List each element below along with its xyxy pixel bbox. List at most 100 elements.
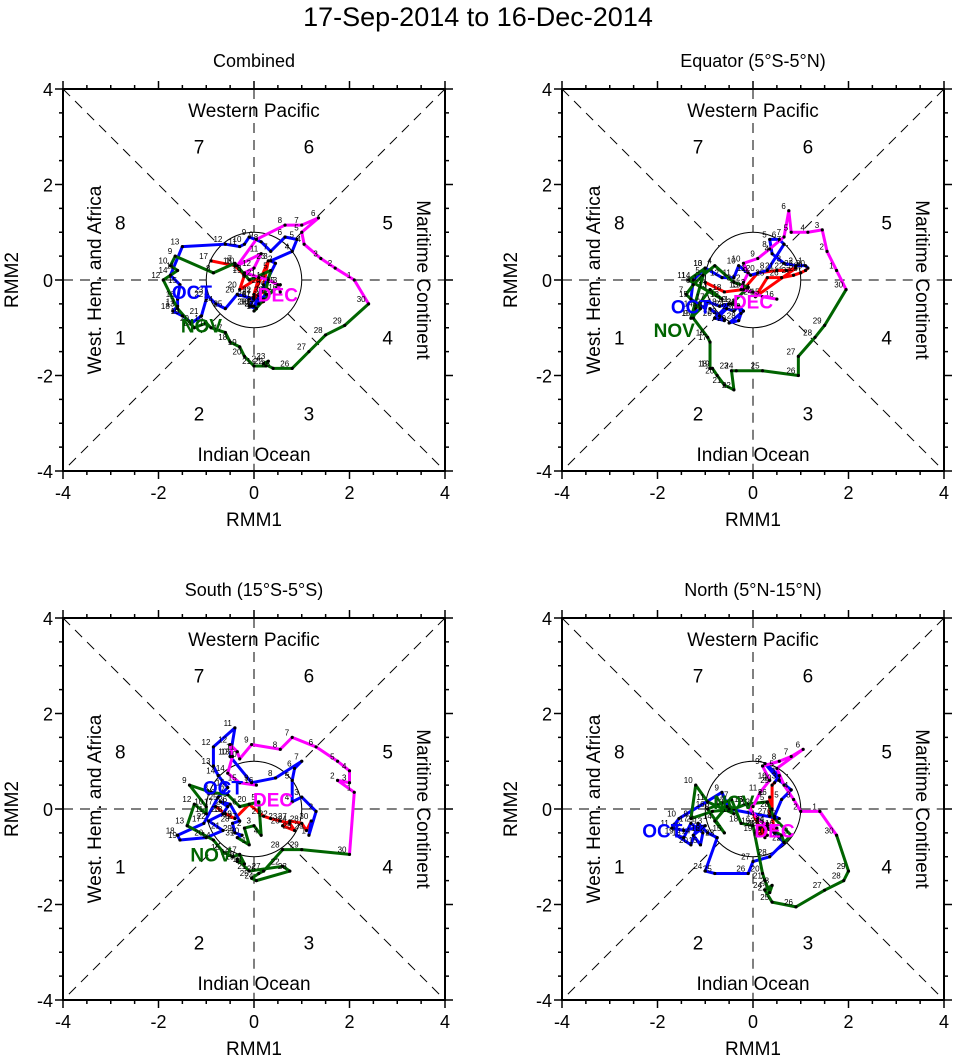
day-label: 10 <box>159 257 168 266</box>
day-point <box>722 318 726 323</box>
day-point <box>732 280 736 284</box>
day-label: 28 <box>221 814 230 823</box>
day-point <box>741 287 746 292</box>
y-tick-label: 2 <box>43 705 53 725</box>
day-point <box>254 237 258 242</box>
day-point <box>228 754 232 759</box>
day-label: 7 <box>772 810 777 819</box>
day-point <box>720 297 724 301</box>
day-point <box>770 883 774 888</box>
day-point <box>758 790 762 794</box>
dashed-diagonal-line <box>287 617 446 776</box>
day-point <box>290 778 294 782</box>
month-label-oct: OCT <box>642 821 683 842</box>
panel-2: South (15°S-5°S) Western Pacific Indian Oc… <box>2 580 453 1060</box>
day-point <box>706 800 710 804</box>
dashed-diagonal-line <box>287 842 446 1001</box>
day-point <box>176 304 180 308</box>
day-point <box>261 299 266 304</box>
day-label: 20 <box>705 367 714 376</box>
day-label: 27 <box>252 862 261 871</box>
day-point <box>238 287 242 292</box>
day-label: 22 <box>197 812 206 821</box>
day-point <box>689 316 693 320</box>
day-point <box>751 859 755 864</box>
day-label: 25 <box>213 300 222 309</box>
day-label: 23 <box>256 252 265 261</box>
day-label: 5 <box>695 266 700 275</box>
day-point <box>309 819 313 823</box>
day-label: 13 <box>166 300 175 309</box>
day-point <box>834 833 839 837</box>
day-point <box>732 388 736 392</box>
day-point <box>257 871 261 876</box>
day-point <box>768 247 772 251</box>
day-point <box>782 261 786 265</box>
day-point <box>266 359 270 363</box>
day-label: 12 <box>182 795 191 804</box>
day-label: 19 <box>225 853 234 862</box>
day-label: 2 <box>757 755 762 764</box>
phase-number: 6 <box>304 666 315 687</box>
day-point <box>352 278 356 282</box>
day-label: 25 <box>256 281 265 290</box>
day-label: 30 <box>357 295 366 304</box>
day-label: 28 <box>760 800 769 809</box>
day-label: 21 <box>237 862 246 871</box>
day-point <box>739 287 743 292</box>
phase-number: 3 <box>304 934 315 955</box>
day-label: 6 <box>796 740 801 749</box>
y-tick-label: 4 <box>542 80 552 100</box>
day-point <box>218 800 223 804</box>
day-label: 13 <box>693 259 702 268</box>
day-point <box>278 283 282 287</box>
x-tick-label: 0 <box>748 483 758 503</box>
day-point <box>319 256 323 261</box>
x-tick-label: 0 <box>249 483 259 503</box>
day-label: 11 <box>737 264 746 273</box>
day-label: 19 <box>701 359 710 368</box>
day-label: 6 <box>278 228 283 237</box>
y-tick-label: 4 <box>542 609 552 629</box>
region-label-left: West. Hem. and Africa <box>85 185 106 374</box>
day-point <box>813 335 817 339</box>
day-point <box>765 833 769 837</box>
day-point <box>192 326 196 330</box>
day-label: 28 <box>290 814 299 823</box>
day-label: 28 <box>314 326 323 335</box>
day-point <box>768 795 772 799</box>
day-point <box>235 750 239 754</box>
day-label: 23 <box>278 862 287 871</box>
day-label: 16 <box>693 300 702 309</box>
day-label: 12 <box>151 271 160 280</box>
day-point <box>235 859 239 864</box>
y-tick-label: -4 <box>37 991 53 1011</box>
day-point <box>794 905 798 909</box>
day-point <box>777 773 781 778</box>
day-label: 9 <box>683 810 688 819</box>
day-label: 2 <box>820 242 825 251</box>
y-tick-label: 2 <box>542 705 552 725</box>
day-point <box>300 230 304 234</box>
day-label: 17 <box>192 814 201 823</box>
day-point <box>782 242 786 246</box>
day-label: 30 <box>299 812 308 821</box>
x-tick-label: -2 <box>150 1012 166 1032</box>
day-point <box>701 831 705 835</box>
day-point <box>722 831 726 835</box>
day-point <box>756 816 760 821</box>
day-label: 20 <box>679 836 688 845</box>
day-point <box>694 783 698 787</box>
day-point <box>290 249 294 253</box>
day-point <box>304 828 309 833</box>
day-label: 14 <box>741 283 750 292</box>
day-point <box>782 783 786 787</box>
day-point <box>756 256 760 261</box>
day-label: 14 <box>216 764 225 773</box>
day-point <box>770 900 774 904</box>
x-tick-label: 4 <box>440 1012 450 1032</box>
day-label: 22 <box>751 817 760 826</box>
day-label: 25 <box>209 793 218 802</box>
x-tick-label: 4 <box>440 483 450 503</box>
